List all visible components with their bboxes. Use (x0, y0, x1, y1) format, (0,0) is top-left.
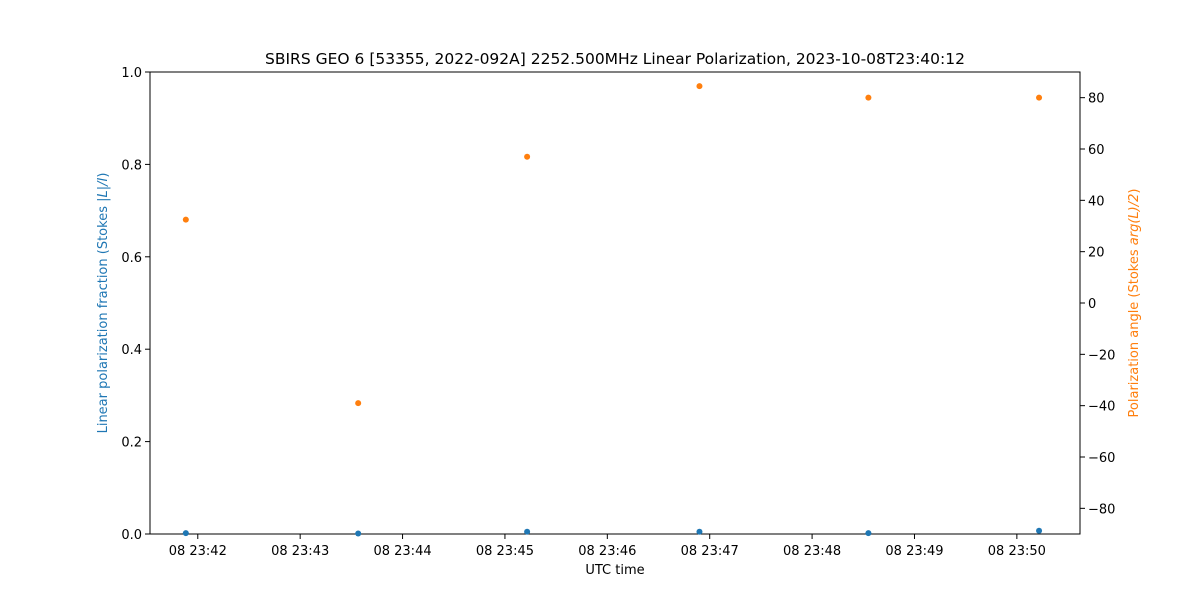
polarization-angle-point (1036, 94, 1043, 101)
left-y-tick-label: 0.2 (121, 436, 142, 451)
x-tick-label: 08 23:50 (988, 544, 1046, 559)
polarization-angle-point (865, 94, 872, 101)
linear-fraction-point (524, 528, 531, 535)
left-y-tick-label: 0.0 (121, 528, 142, 543)
linear-fraction-point (696, 528, 703, 535)
right-y-tick-label: 80 (1088, 92, 1105, 107)
x-tick-label: 08 23:48 (783, 544, 841, 559)
linear-fraction-point (355, 530, 362, 537)
left-y-axis-ticks: 0.0 0.2 0.4 0.6 0.8 1.0 (121, 66, 150, 543)
x-axis-ticks: 08 23:42 08 23:43 08 23:44 08 23:45 08 23:46… (169, 534, 1046, 559)
right-y-tick-label: −20 (1088, 348, 1115, 363)
x-axis-label: UTC time (585, 563, 644, 578)
right-y-tick-label: 60 (1088, 143, 1105, 158)
right-y-axis-ticks: −80 −60 −40 −20 0 20 40 60 80 (1080, 92, 1115, 517)
polarization-angle-point (696, 83, 703, 90)
right-y-tick-label: −40 (1088, 400, 1115, 415)
data-points (182, 83, 1043, 537)
x-tick-label: 08 23:42 (169, 544, 227, 559)
right-y-tick-label: 0 (1088, 297, 1096, 312)
plot-area-frame (149, 71, 1081, 535)
left-y-tick-label: 0.6 (121, 251, 142, 266)
x-tick-label: 08 23:47 (681, 544, 739, 559)
left-y-tick-label: 1.0 (121, 66, 142, 81)
linear-fraction-point (1036, 527, 1043, 534)
left-y-tick-label: 0.8 (121, 158, 142, 173)
polarization-angle-point (182, 216, 189, 223)
x-tick-label: 08 23:49 (885, 544, 943, 559)
chart-title: SBIRS GEO 6 [53355, 2022-092A] 2252.500M… (265, 50, 965, 68)
left-y-tick-label: 0.4 (121, 343, 142, 358)
x-tick-label: 08 23:45 (476, 544, 534, 559)
right-y-tick-label: 20 (1088, 246, 1105, 261)
polarization-angle-point (524, 153, 531, 160)
right-y-axis-label: Polarization angle (Stokes arg(L)/2) (1127, 189, 1142, 418)
polarization-angle-point (355, 400, 362, 407)
right-y-tick-label: −80 (1088, 502, 1115, 517)
x-tick-label: 08 23:43 (271, 544, 329, 559)
linear-fraction-point (182, 530, 189, 537)
x-tick-label: 08 23:46 (578, 544, 636, 559)
right-y-tick-label: 40 (1088, 194, 1105, 209)
left-y-axis-label: Linear polarization fraction (Stokes |L|… (96, 173, 111, 434)
right-y-tick-label: −60 (1088, 451, 1115, 466)
linear-fraction-point (865, 530, 872, 537)
x-tick-label: 08 23:44 (373, 544, 431, 559)
